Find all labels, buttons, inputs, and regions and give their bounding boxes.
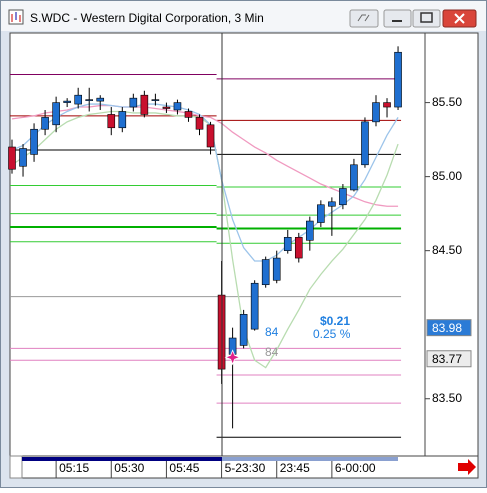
- y-tick-label: 85.50: [432, 95, 462, 109]
- candle-body: [361, 121, 369, 166]
- link-button[interactable]: [349, 9, 379, 28]
- scroll-arrow[interactable]: [458, 459, 476, 475]
- entry-marker: [224, 349, 241, 366]
- candle-body: [96, 97, 105, 102]
- candle-body: [283, 237, 292, 251]
- candle-body: [19, 148, 27, 167]
- candle-body: [8, 146, 16, 170]
- price-marker-label: 83.98: [432, 321, 462, 335]
- change-pct-label: 0.25 %: [313, 327, 351, 341]
- candle-body: [294, 237, 303, 259]
- candle-body: [129, 97, 138, 108]
- candle-body: [261, 259, 270, 286]
- window-title: S.WDC - Western Digital Corporation, 3 M…: [30, 11, 264, 25]
- app-icon: [8, 9, 24, 25]
- candle-body: [239, 314, 248, 346]
- price-axis: [424, 32, 479, 457]
- session-bar: [22, 457, 222, 461]
- y-tick-label: 83.50: [432, 391, 462, 405]
- candle-body: [52, 102, 60, 126]
- x-tick-label: 6-00:00: [335, 461, 376, 475]
- candle-body: [206, 124, 215, 148]
- candle-body: [173, 102, 182, 111]
- y-tick-label: 84.50: [432, 243, 462, 257]
- candle-body: [118, 111, 127, 129]
- price-marker: [426, 350, 472, 368]
- y-tick-label: 85.00: [432, 169, 462, 183]
- x-tick-label: 05:45: [169, 461, 199, 475]
- candle-body: [350, 164, 358, 191]
- price-marker: [426, 319, 472, 337]
- session-bar: [222, 457, 398, 461]
- candle-body: [339, 188, 347, 206]
- price-marker-label: 83.77: [432, 352, 462, 366]
- candle-body: [162, 106, 171, 109]
- candle-body: [195, 117, 204, 130]
- qty-label: 84: [265, 325, 279, 339]
- candle-body: [41, 117, 49, 130]
- candle-body: [317, 204, 325, 223]
- candle-body: [30, 128, 38, 155]
- candle-body: [394, 51, 402, 108]
- candle-body: [107, 114, 116, 129]
- qty-prev-label: 84: [265, 345, 279, 359]
- x-tick-label: 05:15: [59, 461, 89, 475]
- minimize-button[interactable]: [383, 9, 412, 28]
- maximize-button[interactable]: [412, 9, 441, 28]
- candle-body: [151, 99, 160, 101]
- ma-line: [11, 103, 399, 262]
- candle-body: [372, 102, 380, 123]
- plot-area: [9, 32, 426, 457]
- candle-body: [383, 102, 391, 108]
- x-tick-label: 5-23:30: [225, 461, 266, 475]
- x-tick-label: 05:30: [114, 461, 144, 475]
- candle-body: [74, 94, 82, 105]
- candle-body: [306, 220, 314, 241]
- ma-line: [11, 110, 399, 369]
- candle-body: [250, 282, 259, 330]
- candle-body: [63, 100, 71, 103]
- close-button[interactable]: [442, 9, 477, 28]
- x-tick-label: 23:45: [280, 461, 310, 475]
- candle-body: [140, 94, 149, 115]
- candle-body: [328, 201, 336, 207]
- scroll-box[interactable]: [9, 455, 23, 479]
- candle-body: [272, 257, 281, 281]
- candle-body: [85, 99, 94, 101]
- candle-body: [184, 111, 193, 118]
- change-label: $0.21: [320, 314, 350, 328]
